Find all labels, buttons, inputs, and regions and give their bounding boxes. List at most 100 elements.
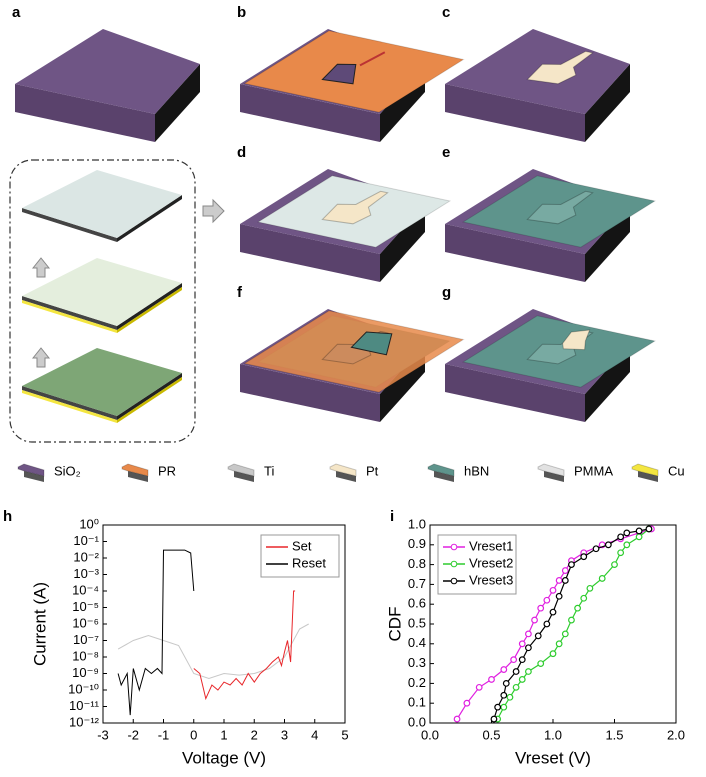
legend-label: SiO₂ bbox=[54, 463, 81, 478]
panel-label: c bbox=[442, 4, 450, 21]
y-tick-label: 0.0 bbox=[408, 714, 426, 729]
arrow-up bbox=[31, 347, 51, 368]
data-point bbox=[525, 644, 532, 652]
x-tick-label: -2 bbox=[127, 727, 139, 742]
data-point bbox=[635, 527, 643, 535]
data-point bbox=[561, 577, 569, 584]
data-point bbox=[510, 656, 518, 664]
data-point bbox=[598, 575, 606, 582]
data-point bbox=[512, 668, 520, 675]
data-point bbox=[635, 533, 643, 541]
legend-swatch bbox=[427, 463, 455, 477]
data-point bbox=[580, 553, 588, 561]
data-point bbox=[502, 680, 510, 687]
block-front bbox=[445, 224, 585, 282]
data-point bbox=[592, 545, 600, 553]
legend-box bbox=[260, 534, 340, 578]
y-tick-label: 10⁻⁴ bbox=[72, 582, 99, 597]
legend-label: Ti bbox=[264, 463, 274, 478]
chart: i 0.0 0.5 1.0 1.5 2.0 0.0 0.1 0.2 0.3 0.4 0.5 0.6 0.7… bbox=[385, 508, 685, 768]
x-tick-label: 1.5 bbox=[605, 727, 623, 742]
data-point bbox=[518, 640, 526, 648]
legend-swatch bbox=[227, 463, 255, 477]
sheet-side bbox=[22, 208, 117, 242]
data-point bbox=[500, 666, 508, 673]
block-front bbox=[240, 364, 380, 422]
legend-marker bbox=[450, 560, 458, 568]
block-front bbox=[15, 84, 155, 142]
data-point bbox=[555, 640, 563, 648]
data-point bbox=[506, 693, 514, 701]
data-point bbox=[543, 620, 551, 628]
sheet-side bbox=[22, 386, 117, 420]
legend-label: Reset bbox=[292, 555, 326, 570]
x-tick-label: 0.0 bbox=[421, 727, 439, 742]
block-front bbox=[240, 84, 380, 142]
data-point bbox=[512, 683, 520, 691]
x-tick-label: 1.0 bbox=[544, 727, 562, 742]
legend-label: Cu bbox=[668, 463, 685, 478]
sheet-top bbox=[22, 170, 182, 238]
sheet-side bbox=[117, 195, 182, 242]
data-point bbox=[561, 630, 569, 638]
block-front bbox=[445, 84, 585, 142]
data-point bbox=[453, 715, 461, 723]
data-point bbox=[561, 567, 569, 574]
block-top bbox=[15, 29, 200, 114]
data-point bbox=[555, 577, 563, 584]
x-tick-label: 0 bbox=[190, 727, 197, 742]
data-point bbox=[617, 549, 625, 557]
legend-label: Pt bbox=[366, 463, 379, 478]
block-front bbox=[445, 364, 585, 422]
arrow-up bbox=[31, 257, 51, 278]
legend-swatch-side bbox=[24, 471, 44, 482]
y-axis-label: Current (A) bbox=[30, 582, 49, 666]
data-point bbox=[580, 594, 588, 602]
data-point bbox=[531, 616, 538, 624]
y-tick-label: 10⁻² bbox=[73, 549, 99, 564]
x-tick-label: 2.0 bbox=[667, 727, 685, 742]
x-tick-label: 1 bbox=[220, 727, 227, 742]
data-point bbox=[490, 715, 498, 723]
series-line bbox=[117, 623, 309, 680]
legend-swatch bbox=[631, 463, 659, 477]
pr-opening bbox=[321, 63, 357, 85]
series-line bbox=[497, 528, 650, 720]
data-point bbox=[475, 683, 483, 691]
legend-swatch-side bbox=[128, 471, 148, 482]
block-side bbox=[155, 64, 200, 142]
y-tick-label: 0.7 bbox=[408, 576, 426, 591]
y-tick-label: 0.9 bbox=[408, 536, 426, 551]
data-point bbox=[494, 703, 502, 711]
data-point bbox=[500, 691, 508, 699]
cu-foil bbox=[117, 287, 182, 333]
y-tick-label: 10⁻⁷ bbox=[73, 632, 99, 647]
data-point bbox=[543, 596, 551, 604]
data-point bbox=[574, 604, 581, 612]
pt-electrode bbox=[526, 50, 594, 85]
legend-label: hBN bbox=[464, 463, 489, 478]
legend-swatch bbox=[121, 463, 149, 477]
legend-marker bbox=[450, 543, 458, 551]
x-tick-label: -1 bbox=[158, 727, 170, 742]
pr-slit bbox=[359, 51, 386, 67]
pt-electrode bbox=[321, 190, 389, 225]
panel-label: a bbox=[12, 4, 21, 21]
panel-label: e bbox=[442, 144, 450, 161]
data-point bbox=[500, 703, 508, 711]
legend-label: PMMA bbox=[574, 463, 613, 478]
data-point bbox=[518, 676, 526, 683]
legend-label: Vreset1 bbox=[469, 538, 513, 553]
sheet-side bbox=[22, 296, 117, 330]
legend-swatch-side bbox=[234, 471, 254, 482]
y-tick-label: 10⁻¹⁰ bbox=[68, 681, 99, 696]
data-point bbox=[623, 529, 631, 537]
panel-label: g bbox=[442, 284, 451, 301]
x-tick-label: 5 bbox=[341, 727, 348, 742]
legend-marker bbox=[450, 577, 458, 585]
legend-label: Vreset3 bbox=[469, 572, 513, 587]
y-axis-label: CDF bbox=[385, 607, 404, 642]
x-axis-label: Voltage (V) bbox=[182, 748, 266, 767]
panel-label: h bbox=[3, 508, 12, 525]
